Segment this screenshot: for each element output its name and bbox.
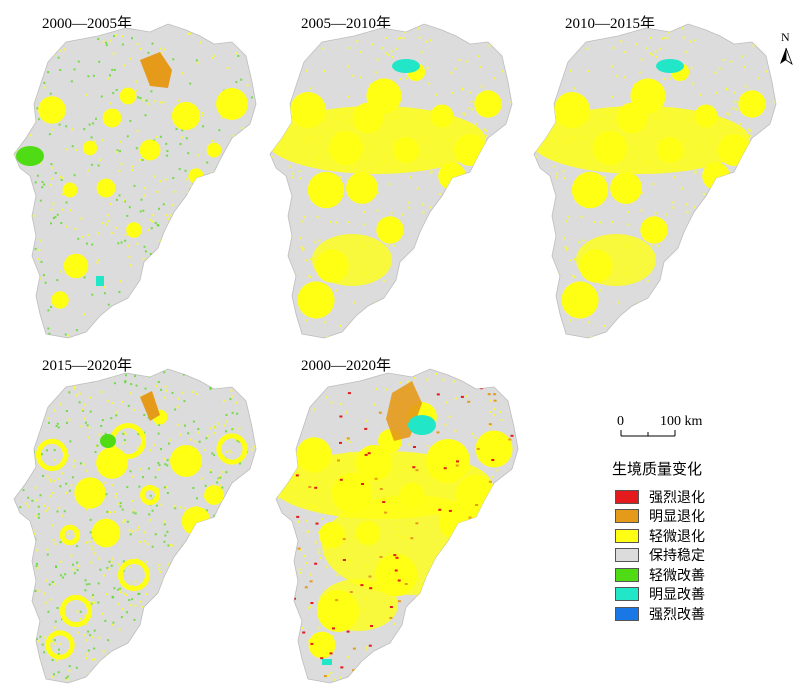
legend-swatch [615,489,639,504]
panel-title-2010-2015: 2010—2015年 [565,16,656,32]
legend-swatch [615,548,639,563]
legend-item: 强烈改善 [612,604,705,624]
legend-swatch [615,567,639,582]
map-panel-2000-2005 [13,23,257,339]
legend-label: 轻微退化 [649,528,705,545]
legend-label: 强烈退化 [649,489,705,506]
legend-item: 明显退化 [612,507,705,527]
legend-item: 保持稳定 [612,546,705,566]
legend-label: 明显改善 [649,587,705,604]
panel-title-2005-2010: 2005—2010年 [301,16,392,32]
legend-label: 轻微改善 [649,567,705,584]
panel-title-2000-2005: 2000—2005年 [42,16,133,32]
map-panel-2010-2015 [533,23,777,339]
legend-label: 明显退化 [649,509,705,526]
scale-end-label: 100 km [660,414,703,429]
scale-start-label: 0 [617,414,624,429]
panel-title-2015-2020: 2015—2020年 [42,358,133,374]
map-panel-2005-2010 [269,23,513,339]
legend-item: 明显改善 [612,585,705,605]
legend-swatch [615,606,639,621]
legend-item: 轻微退化 [612,526,705,546]
legend: 生境质量变化 强烈退化明显退化轻微退化保持稳定轻微改善明显改善强烈改善 [612,458,705,624]
legend-label: 保持稳定 [649,548,705,565]
legend-title: 生境质量变化 [612,460,703,478]
legend-swatch [615,528,639,543]
legend-swatch [615,587,639,602]
map-panel-2015-2020 [13,368,257,684]
panel-title-2000-2020: 2000—2020年 [301,358,392,374]
scale-bar [620,430,676,437]
legend-item: 强烈退化 [612,487,705,507]
legend-label: 强烈改善 [649,606,705,623]
map-panel-2000-2020 [275,368,519,684]
legend-item: 轻微改善 [612,565,705,585]
north-arrow [780,47,793,66]
north-label: N [781,30,790,44]
legend-swatch [615,509,639,524]
